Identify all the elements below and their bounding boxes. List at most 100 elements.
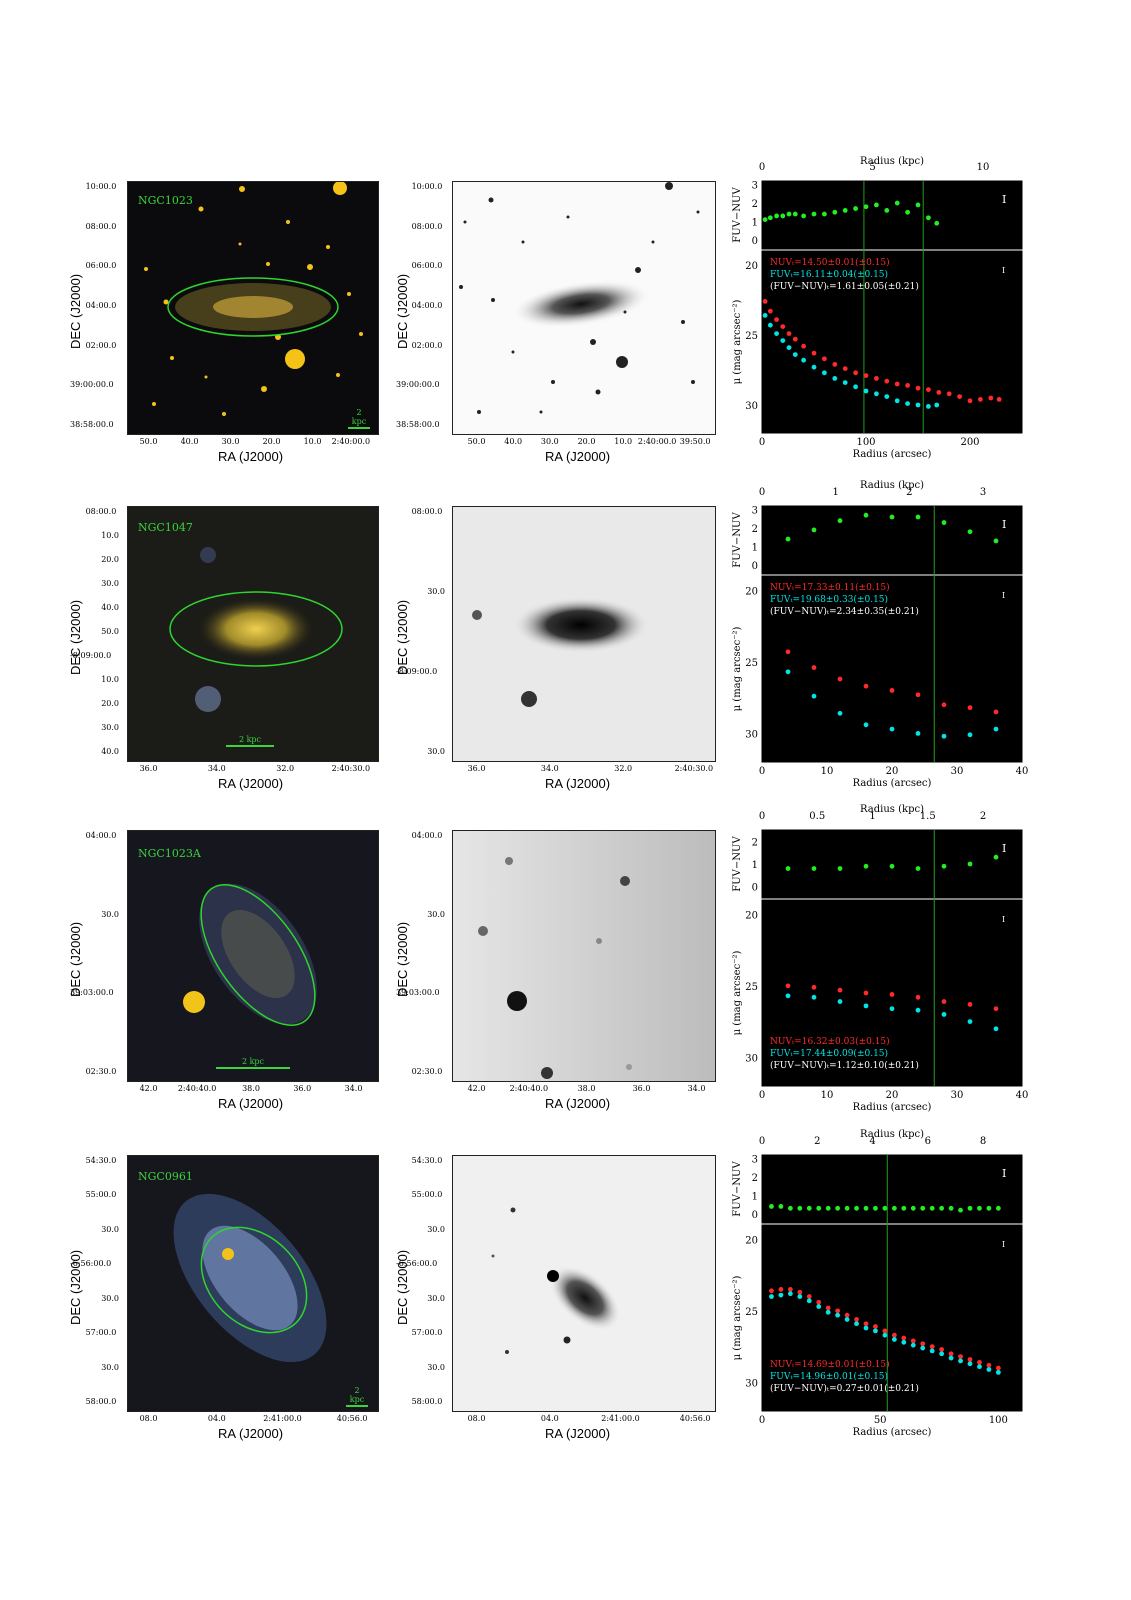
color-image-svg (169, 547, 343, 712)
nuv-point (806, 1294, 812, 1299)
color-point (842, 208, 848, 213)
radius-kpc-label: Radius (kpc) (860, 480, 924, 491)
nuv-point (939, 1347, 945, 1352)
galaxy-name-label: NGC1047 (138, 521, 193, 534)
dec-tick-label: 58:00.0 (85, 1397, 117, 1406)
gray-dec-tick-label: 30.0 (427, 1362, 445, 1372)
galaxy-row-ngc1047: NGC1047 2 kpc I I NUVₜ=17.33±0.11(±0.15) FU… (0, 480, 1131, 800)
kpc-tick-label: 0 (759, 1136, 765, 1147)
arcsec-tick-label: 40 (1016, 766, 1029, 777)
profile-panel: I I NUVₜ=16.32±0.03(±0.15) FUVₜ=17.44±0.09(… (730, 800, 1131, 1120)
color-axis-label: FUV−NUV (732, 836, 743, 892)
color-point (806, 1205, 812, 1211)
nuv-point (967, 1357, 973, 1362)
color-point (786, 211, 792, 217)
mu-tick-label: 20 (745, 586, 758, 597)
grayscale-image (452, 506, 716, 762)
color-image: NGC0961 2 kpc (127, 1155, 379, 1412)
fuv-point (941, 1012, 947, 1017)
dec-tick-label: 10.0 (101, 531, 119, 540)
color-point (986, 1205, 992, 1211)
gray-ra-tick-label: 36.0 (632, 1084, 651, 1093)
color-point (958, 1207, 963, 1213)
radius-arcsec-label: Radius (arcsec) (853, 449, 932, 460)
arcsec-tick-label: 50 (874, 1415, 887, 1426)
nuv-point (967, 705, 973, 711)
dec-tick-label: 40.0 (101, 747, 119, 756)
nuv-point (920, 1341, 926, 1347)
nuv-point (873, 1324, 878, 1329)
fuv-point (882, 1332, 888, 1338)
dec-tick-label: 30.0 (101, 723, 119, 732)
fuv-point (767, 322, 773, 328)
fuv-point (854, 1321, 859, 1327)
color-point (792, 211, 798, 217)
gray-dec-tick-label: 58:00.0 (411, 1397, 443, 1406)
ra-axis-label: RA (J2000) (218, 449, 284, 464)
dec-axis-label: DEC (J2000) (68, 921, 83, 997)
color-point (873, 1205, 878, 1211)
profile-panel: I I NUVₜ=14.69±0.01(±0.15) FUVₜ=14.96±0.01(… (730, 1120, 1131, 1460)
color-point (844, 1205, 850, 1211)
grayscale-image-svg (459, 182, 700, 414)
kpc-tick-label: 0.5 (809, 811, 825, 822)
dec-tick-label: 38:58:00.0 (70, 420, 114, 429)
scale-bar: 2 kpc (216, 1057, 290, 1069)
mu-tick-label: 30 (745, 401, 758, 412)
nuv-point (863, 373, 869, 378)
color-axis-label: FUV−NUV (732, 512, 743, 568)
gray-dec-tick-label: 30.0 (427, 1224, 445, 1234)
fuv-point (832, 376, 838, 381)
ra-tick-label: 36.0 (293, 1084, 312, 1093)
gray-dec-tick-label: 10:00.0 (411, 182, 443, 191)
nuv-point (837, 987, 843, 993)
scale-bar: 2 kpc (348, 408, 370, 429)
fuv-point (837, 999, 843, 1004)
color-point (863, 863, 869, 869)
arcsec-tick-label: 100 (989, 1415, 1008, 1426)
ra-tick-label: 38.0 (242, 1084, 260, 1093)
nuv-total-text: NUVₜ=14.69±0.01(±0.15) (770, 1359, 890, 1370)
dec-tick-label: 08:00.0 (85, 507, 117, 516)
color-total-text: (FUV−NUV)ₜ=1.12±0.10(±0.21) (770, 1060, 919, 1071)
gray-ra-tick-label: 2:40:30.0 (674, 764, 714, 773)
fuv-point (778, 1292, 784, 1298)
color-point (785, 866, 791, 871)
color-point (774, 213, 779, 219)
color-axis-label: FUV−NUV (732, 187, 743, 243)
fuv-point (967, 732, 973, 738)
color-tick-label: 2 (752, 199, 758, 210)
fuv-point (934, 402, 940, 408)
color-point (837, 518, 843, 524)
gray-ra-axis-label: RA (J2000) (545, 1426, 611, 1441)
arcsec-tick-label: 40 (1016, 1090, 1029, 1101)
color-profile-frame (761, 1154, 1023, 1224)
nuv-point (967, 1002, 973, 1007)
color-point (801, 213, 806, 219)
color-point (767, 215, 773, 221)
gray-ra-tick-label: 34.0 (540, 764, 559, 773)
dec-tick-label: 40.0 (101, 603, 119, 612)
nuv-point (889, 688, 895, 693)
nuv-point (978, 397, 983, 402)
nuv-point (929, 1344, 935, 1350)
nuv-point (926, 387, 931, 392)
kpc-tick-label: 0 (759, 487, 765, 498)
color-point (967, 529, 973, 535)
arcsec-tick-label: 30 (951, 1090, 964, 1101)
mu-tick-label: 25 (745, 982, 758, 993)
gray-dec-axis-label: DEC (J2000) (395, 921, 410, 997)
grayscale-image (452, 1155, 716, 1412)
color-point (934, 220, 940, 226)
profile-panel: I I NUVₜ=17.33±0.11(±0.15) FUVₜ=19.68±0.33(… (730, 480, 1131, 800)
color-profile-frame (761, 180, 1023, 250)
nuv-point (988, 395, 994, 401)
fuv-point (863, 722, 869, 728)
color-image-panel: NGC0961 2 kpc (0, 1120, 400, 1460)
nuv-point (797, 1289, 803, 1295)
dec-tick-label: 20.0 (101, 699, 119, 708)
color-point (995, 1205, 1001, 1211)
nuv-total-text: NUVₜ=17.33±0.11(±0.15) (770, 582, 890, 593)
nuv-point (901, 1335, 907, 1341)
color-point (778, 1204, 784, 1209)
